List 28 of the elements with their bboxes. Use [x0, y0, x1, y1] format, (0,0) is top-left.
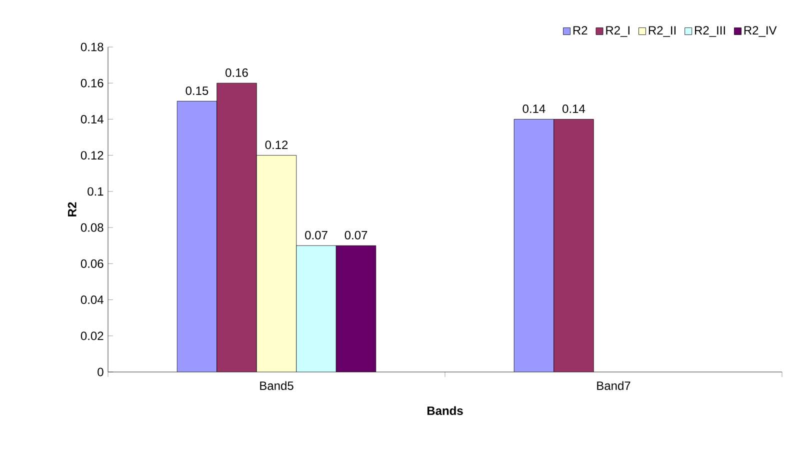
legend-label: R2_I: [606, 26, 630, 37]
y-tick-label: 0.12: [80, 151, 104, 160]
bar: [554, 119, 594, 372]
data-label: 0.12: [265, 140, 288, 150]
legend-label: R2_IV: [744, 26, 777, 37]
x-axis-title: Bands: [427, 406, 463, 416]
data-label: 0.14: [562, 104, 586, 114]
y-tick-label: 0.18: [80, 42, 104, 52]
data-label: 0.14: [522, 104, 546, 114]
y-tick-label: 0.08: [80, 223, 104, 232]
y-tick-label: 0.14: [80, 114, 104, 124]
y-tick-label: 0.04: [80, 296, 104, 304]
data-label: 0.07: [344, 230, 368, 240]
y-axis-title: R2: [68, 202, 76, 216]
y-tick-label: 0.02: [80, 332, 104, 340]
legend-label: R2_III: [695, 26, 725, 37]
legend-label: R2: [573, 26, 588, 34]
y-tick-label: 0.16: [80, 78, 104, 88]
data-label: 0.15: [186, 86, 208, 95]
x-tick-label: Band7: [597, 381, 630, 390]
y-tick-label: 0.06: [80, 259, 104, 268]
legend-label: R2_II: [648, 26, 676, 37]
x-tick-label: Band5: [260, 381, 294, 390]
data-label: 0.07: [305, 230, 328, 240]
data-label: 0.16: [226, 68, 248, 77]
y-tick-label: 0: [98, 368, 104, 376]
y-tick-label: 0.1: [88, 187, 104, 196]
bar: [216, 83, 257, 372]
